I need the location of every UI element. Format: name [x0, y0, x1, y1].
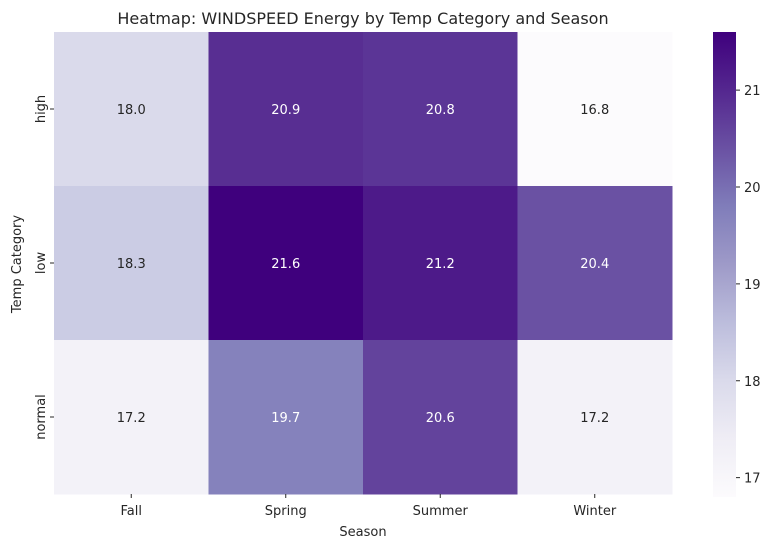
- cell-value-label: 19.7: [271, 411, 300, 426]
- cell-value-label: 16.8: [580, 103, 609, 118]
- cell-value-label: 18.0: [117, 103, 146, 118]
- heatmap-cell: [208, 340, 364, 495]
- chart-title: Heatmap: WINDSPEED Energy by Temp Catego…: [117, 9, 608, 28]
- y-tick-label: normal: [34, 394, 49, 440]
- x-axis-label: Season: [339, 525, 386, 540]
- cell-value-label: 20.8: [426, 103, 455, 118]
- colorbar-tick-label: 21: [744, 84, 761, 99]
- heatmap-cell: [363, 340, 518, 495]
- y-tick-label: high: [34, 95, 49, 123]
- y-axis-label: Temp Category: [10, 215, 25, 314]
- x-tick-label: Fall: [121, 504, 142, 519]
- cell-value-label: 17.2: [580, 411, 609, 426]
- cell-value-label: 20.9: [271, 103, 300, 118]
- heatmap-cell: [363, 186, 518, 341]
- cell-annotations: 18.0 20.9 20.8 16.8 18.3 21.6 21.2 20.4 17.2 19.7…: [117, 103, 609, 426]
- heatmap-cell: [54, 186, 209, 341]
- cell-value-label: 21.2: [426, 257, 455, 272]
- cell-value-label: 20.6: [426, 411, 455, 426]
- heatmap-cell: [208, 32, 364, 187]
- x-tick-label: Winter: [573, 504, 617, 519]
- heatmap-cell: [517, 186, 673, 341]
- cell-value-label: 21.6: [271, 257, 300, 272]
- colorbar-tick-label: 17: [744, 472, 761, 487]
- colorbar-tick-label: 20: [744, 181, 761, 196]
- colorbar: [713, 32, 736, 497]
- cell-value-label: 17.2: [117, 411, 146, 426]
- heatmap-cell: [208, 186, 364, 341]
- y-axis: high low normal: [34, 95, 54, 440]
- colorbar-tick-label: 18: [744, 375, 761, 390]
- heatmap-cell: [363, 32, 518, 187]
- heatmap-cells: [54, 32, 673, 495]
- x-axis: Fall Spring Summer Winter: [121, 494, 617, 519]
- heatmap-cell: [517, 32, 673, 187]
- heatmap-cell: [54, 340, 209, 495]
- x-tick-label: Summer: [413, 504, 469, 519]
- heatmap-cell: [54, 32, 209, 187]
- heatmap-cell: [517, 340, 673, 495]
- cell-value-label: 18.3: [117, 257, 146, 272]
- x-tick-label: Spring: [265, 504, 307, 519]
- y-tick-label: low: [34, 252, 49, 275]
- cell-value-label: 20.4: [580, 257, 609, 272]
- colorbar-tick-label: 19: [744, 278, 761, 293]
- colorbar-ticks: 17 18 19 20 21: [736, 84, 761, 487]
